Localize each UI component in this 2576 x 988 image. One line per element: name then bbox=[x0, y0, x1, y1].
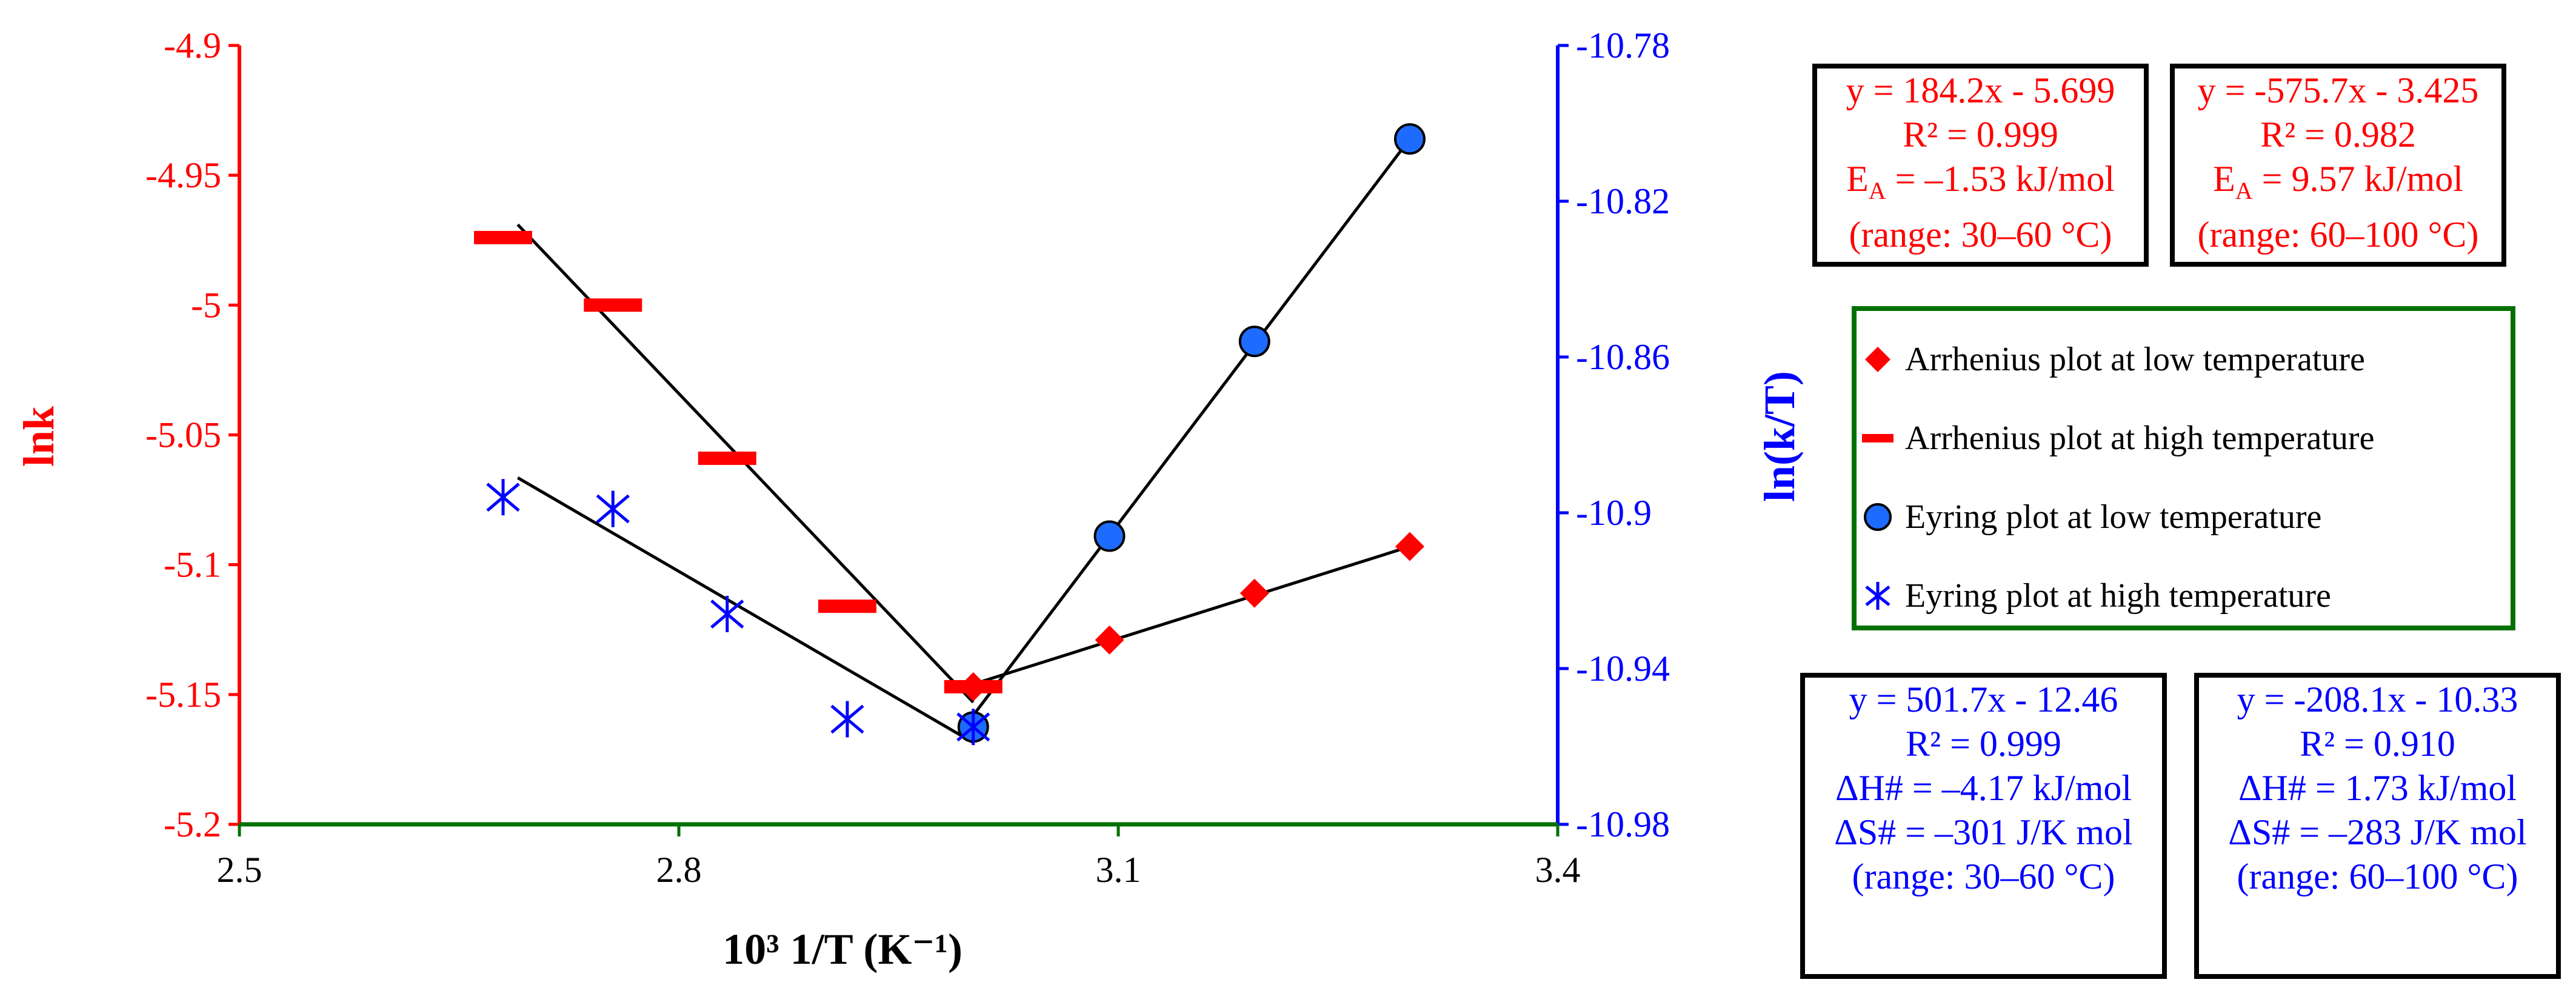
y-axis-title-right: ln(k/T) bbox=[1755, 371, 1804, 502]
asterisk-stroke bbox=[710, 599, 744, 629]
fit-range: (range: 60–100 °C) bbox=[2197, 215, 2479, 255]
data-point-arrhenius-low bbox=[1095, 625, 1124, 655]
activation-energy: EA = 9.57 kJ/mol bbox=[2213, 159, 2463, 204]
fit-equation: y = -208.1x - 10.33 bbox=[2237, 679, 2518, 719]
legend-item-arrhenius-low: Arrhenius plot at low temperature bbox=[1857, 338, 2365, 381]
fit-range: (range: 60–100 °C) bbox=[2237, 856, 2518, 896]
legend: Arrhenius plot at low temperature Arrhen… bbox=[1852, 306, 2515, 630]
y-tick-label-right: -10.9 bbox=[1576, 493, 1652, 533]
diamond-marker-icon bbox=[1857, 338, 1899, 381]
y-axis-title-left: lnk bbox=[15, 406, 63, 467]
legend-item-eyring-high: Eyring plot at high temperature bbox=[1857, 575, 2331, 617]
x-tick-label: 2.8 bbox=[656, 850, 702, 890]
fit-line bbox=[972, 545, 1410, 686]
data-point-arrhenius-high bbox=[944, 679, 1003, 693]
data-point-arrhenius-high bbox=[818, 599, 876, 613]
fit-line bbox=[516, 476, 975, 744]
fit-range: (range: 30–60 °C) bbox=[1852, 856, 2115, 896]
y-tick-label-right: -10.86 bbox=[1576, 337, 1670, 377]
axes bbox=[229, 44, 1569, 836]
tick-labels: -4.9 -4.95 -5 -5.05 -5.1 -5.15 -5.2 -10.78 -10.8… bbox=[145, 25, 1670, 890]
activation-energy: EA = –1.53 kJ/mol bbox=[1846, 159, 2115, 204]
y-tick-label-left: -5 bbox=[191, 285, 221, 325]
eyring-high-fit-box: y = -208.1x - 10.33 R² = 0.910 ΔH# = 1.7… bbox=[2194, 673, 2561, 979]
fit-r2: R² = 0.910 bbox=[2300, 724, 2455, 764]
fit-equation: y = 184.2x - 5.699 bbox=[1846, 70, 2115, 110]
asterisk-stroke bbox=[596, 494, 630, 524]
data-point-eyring-low bbox=[1093, 520, 1126, 552]
y-tick-label-right: -10.82 bbox=[1576, 181, 1670, 221]
arrhenius-low-fit-box: y = 184.2x - 5.699 R² = 0.999 EA = –1.53… bbox=[1812, 64, 2149, 267]
x-tick-label: 3.4 bbox=[1535, 850, 1581, 890]
asterisk-stroke bbox=[486, 482, 520, 512]
data-point-arrhenius-low bbox=[1395, 532, 1424, 561]
data-point-eyring-high bbox=[486, 479, 520, 516]
y-tick-label-left: -4.9 bbox=[164, 25, 221, 65]
fit-equation: y = 501.7x - 12.46 bbox=[1849, 679, 2118, 719]
data-point-eyring-low bbox=[1393, 123, 1426, 155]
data-point-eyring-low bbox=[1238, 325, 1270, 358]
asterisk-marker-icon bbox=[1857, 575, 1899, 617]
data-point-arrhenius-low bbox=[1240, 578, 1269, 608]
y-tick-label-left: -5.1 bbox=[164, 545, 221, 585]
y-tick-label-left: -5.05 bbox=[145, 415, 221, 455]
data-point-eyring-high bbox=[830, 701, 864, 738]
data-point-eyring-high bbox=[710, 596, 744, 633]
arrhenius-high-fit-box: y = -575.7x - 3.425 R² = 0.982 EA = 9.57… bbox=[2170, 64, 2506, 267]
fit-equation: y = -575.7x - 3.425 bbox=[2197, 70, 2479, 110]
x-axis-title: 10³ 1/T (K⁻¹) bbox=[722, 925, 963, 973]
data-point-eyring-high bbox=[596, 490, 630, 527]
legend-item-arrhenius-high: Arrhenius plot at high temperature bbox=[1857, 417, 2374, 459]
fit-lines bbox=[516, 138, 1411, 744]
data-point-arrhenius-high bbox=[698, 452, 756, 466]
activation-entropy: ΔS# = –301 J/K mol bbox=[1834, 812, 2133, 852]
circle-marker-icon bbox=[1857, 496, 1899, 538]
legend-item-eyring-low: Eyring plot at low temperature bbox=[1857, 496, 2321, 538]
fit-r2: R² = 0.982 bbox=[2260, 115, 2416, 155]
x-tick-label: 2.5 bbox=[217, 850, 262, 890]
asterisk-stroke bbox=[956, 712, 990, 742]
eyring-low-fit-box: y = 501.7x - 12.46 R² = 0.999 ΔH# = –4.1… bbox=[1800, 673, 2167, 979]
y-tick-label-right: -10.98 bbox=[1576, 804, 1670, 844]
activation-enthalpy: ΔH# = –4.17 kJ/mol bbox=[1835, 768, 2132, 808]
data-point-arrhenius-high bbox=[474, 230, 532, 244]
y-tick-label-right: -10.94 bbox=[1576, 649, 1670, 689]
activation-entropy: ΔS# = –283 J/K mol bbox=[2228, 812, 2527, 852]
data-marks bbox=[474, 123, 1426, 746]
fit-line bbox=[972, 138, 1411, 716]
fit-r2: R² = 0.999 bbox=[1906, 724, 2061, 764]
asterisk-stroke bbox=[830, 704, 864, 734]
y-tick-label-left: -5.15 bbox=[145, 675, 221, 715]
dash-marker-icon bbox=[1857, 417, 1899, 459]
y-tick-label-left: -5.2 bbox=[164, 804, 221, 844]
activation-enthalpy: ΔH# = 1.73 kJ/mol bbox=[2238, 768, 2517, 808]
y-tick-label-left: -4.95 bbox=[145, 155, 221, 195]
data-point-arrhenius-high bbox=[584, 298, 642, 312]
fit-range: (range: 30–60 °C) bbox=[1849, 215, 2112, 255]
x-tick-label: 3.1 bbox=[1096, 850, 1141, 890]
y-tick-label-right: -10.78 bbox=[1576, 25, 1670, 65]
fit-r2: R² = 0.999 bbox=[1903, 115, 2058, 155]
data-point-eyring-high bbox=[956, 709, 990, 746]
